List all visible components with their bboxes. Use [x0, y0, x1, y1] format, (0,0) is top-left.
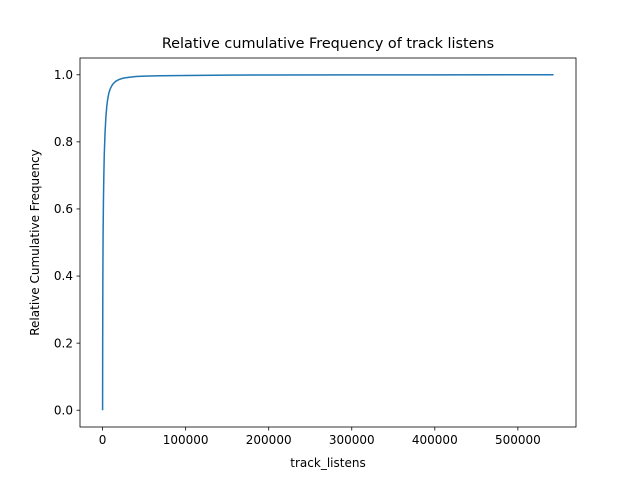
- y-tick-label: 0.8: [54, 135, 73, 149]
- y-tick-label: 0.2: [54, 336, 73, 350]
- x-tick-label: 300000: [329, 433, 375, 447]
- x-tick-label: 200000: [246, 433, 292, 447]
- series-line-0: [101, 74, 554, 411]
- y-tick-label: 0.6: [54, 202, 73, 216]
- plot-frame: [79, 57, 577, 428]
- y-tick-label: 0.4: [54, 269, 73, 283]
- y-axis-label: Relative Cumulative Frequency: [28, 149, 42, 336]
- x-tick-label: 0: [99, 433, 107, 447]
- x-tick-label: 400000: [412, 433, 458, 447]
- chart-title: Relative cumulative Frequency of track l…: [162, 36, 494, 52]
- x-axis: 0 100000 200000 300000 400000 500000: [99, 427, 541, 447]
- y-tick-label: 1.0: [54, 68, 73, 82]
- y-tick-label: 0.0: [54, 403, 73, 417]
- plot-area: [101, 74, 554, 411]
- y-axis: 0.0 0.2 0.4 0.6 0.8 1.0: [54, 68, 80, 417]
- x-tick-label: 100000: [163, 433, 209, 447]
- x-axis-label: track_listens: [290, 456, 365, 470]
- x-tick-label: 500000: [495, 433, 541, 447]
